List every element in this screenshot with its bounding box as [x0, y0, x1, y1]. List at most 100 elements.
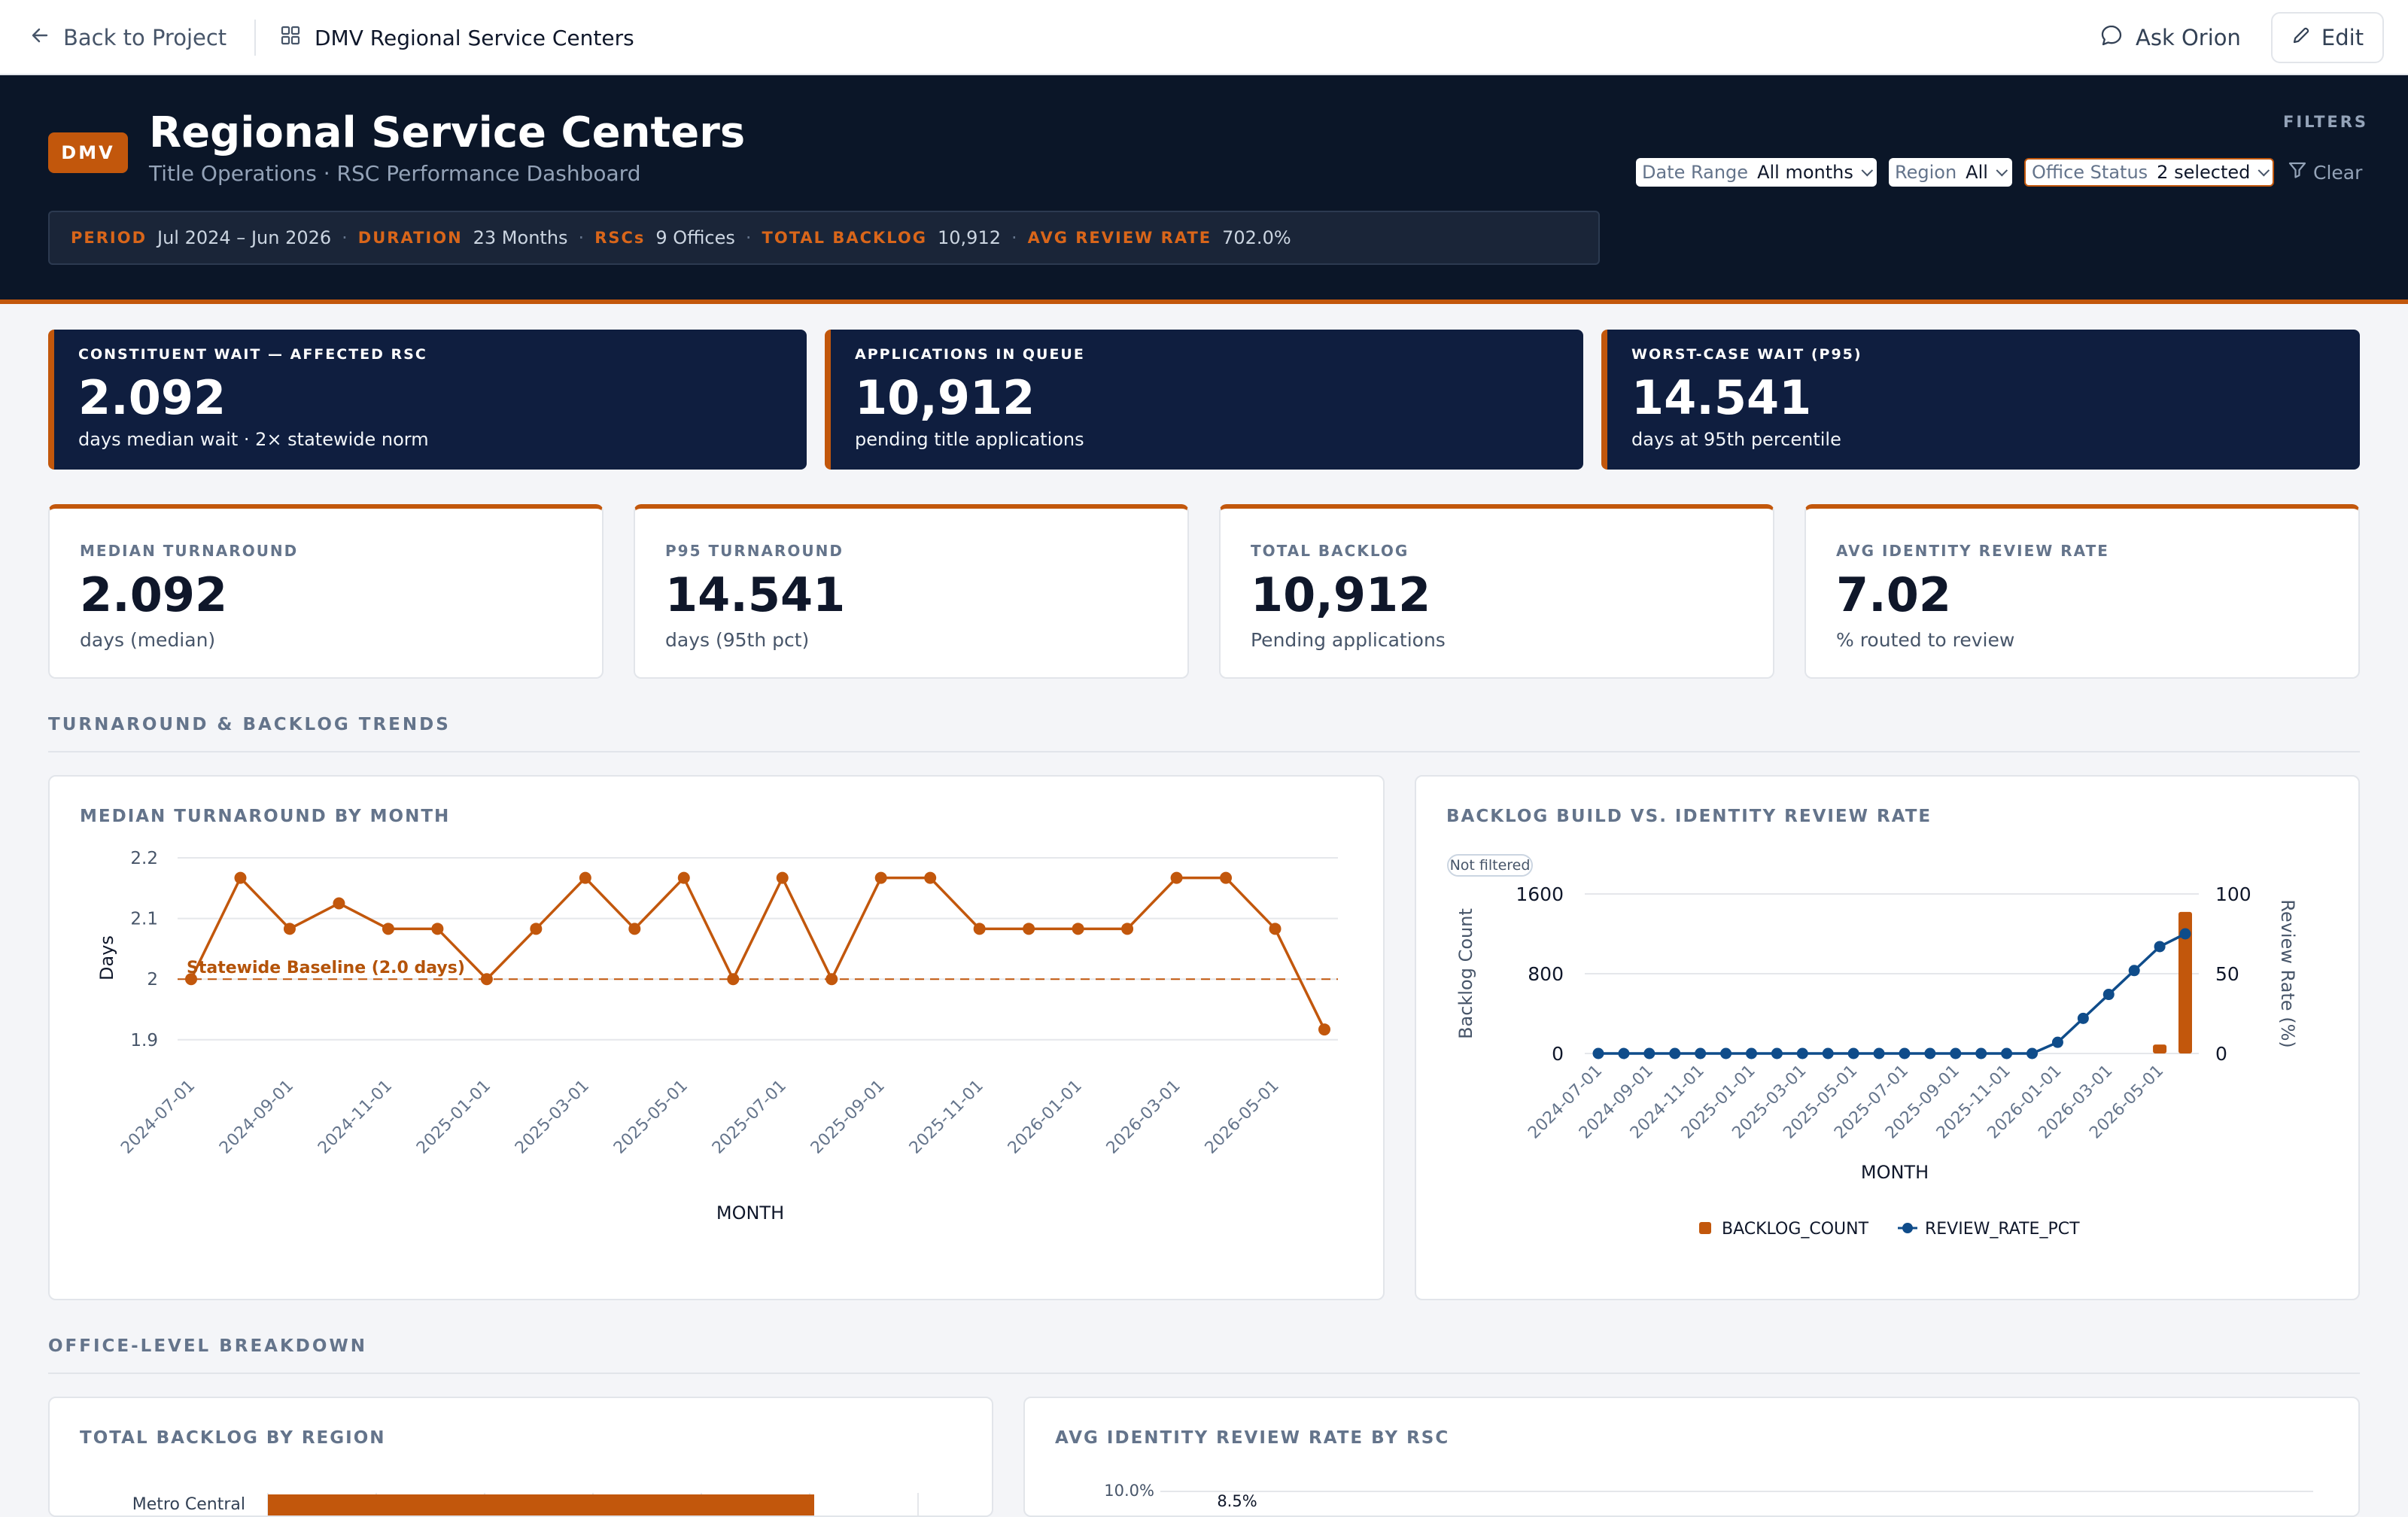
date-range-filter[interactable]: Date Range All months — [1636, 158, 1877, 187]
x-tick-label: 2025-09-01 — [807, 1077, 889, 1158]
review-rate-point — [1643, 1047, 1655, 1059]
summary-separator: · — [578, 227, 585, 248]
nav-divider — [254, 20, 256, 56]
kpi-value: 14.541 — [1631, 370, 1812, 425]
data-point — [727, 973, 740, 986]
data-point — [382, 923, 394, 935]
section-heading-trends: TURNAROUND & BACKLOG TRENDS — [48, 715, 451, 734]
summary-key-review-rate: AVG REVIEW RATE — [1027, 229, 1212, 247]
agency-badge: DMV — [48, 132, 128, 173]
y-tick-label: 2.1 — [130, 910, 158, 929]
data-point — [825, 973, 838, 986]
kpi-label: MEDIAN TURNAROUND — [80, 542, 299, 560]
x-tick-label: 2025-11-01 — [906, 1077, 987, 1158]
kpi-value: 2.092 — [80, 567, 228, 622]
kpi-card-total-backlog: TOTAL BACKLOG 10,912 Pending application… — [1219, 504, 1774, 679]
kpi-card-median-turnaround: MEDIAN TURNAROUND 2.092 days (median) — [48, 504, 604, 679]
x-tick-label: 2025-03-01 — [512, 1077, 593, 1158]
turnaround-chart-panel: MEDIAN TURNAROUND BY MONTH 1.9 2 2.1 2.2 Day… — [48, 775, 1385, 1300]
region-filter[interactable]: Region All — [1889, 158, 2012, 187]
breadcrumb-title: DMV Regional Service Centers — [315, 25, 634, 50]
review-rate-point — [2051, 1036, 2063, 1048]
kpi-label: P95 TURNAROUND — [665, 542, 844, 560]
x-tick-label: 2025-01-01 — [413, 1077, 494, 1158]
review-rate-point — [2154, 941, 2166, 953]
kpi-card-avg-review-rate: AVG IDENTITY REVIEW RATE 7.02 % routed t… — [1804, 504, 2360, 679]
kpi-label: TOTAL BACKLOG — [1251, 542, 1409, 560]
kpi-label: WORST-CASE WAIT (P95) — [1631, 346, 1862, 363]
review-rate-point — [1873, 1047, 1885, 1059]
rsc-review-rate-bar-chart: 10.0% 8.5% — [1104, 1482, 2313, 1510]
x-axis-label: MONTH — [716, 1202, 784, 1224]
data-point — [874, 871, 887, 884]
data-point — [1269, 923, 1282, 935]
section-divider — [48, 1373, 2360, 1374]
review-rate-point — [1950, 1047, 1962, 1059]
section-divider — [48, 751, 2360, 752]
review-rate-point — [1822, 1047, 1834, 1059]
edit-button[interactable]: Edit — [2271, 12, 2384, 63]
legend-swatch-backlog — [1699, 1222, 1711, 1234]
baseline-annotation: Statewide Baseline (2.0 days) — [187, 959, 465, 977]
clear-filters-button[interactable]: Clear — [2288, 158, 2362, 187]
region-label: Region — [1895, 162, 1957, 183]
turnaround-line-chart: 1.9 2 2.1 2.2 Days Statewide Baseline (2.0 da… — [96, 849, 1338, 1224]
y-tick-label: 0 — [1552, 1043, 1564, 1065]
breadcrumb: DMV Regional Service Centers — [280, 23, 634, 53]
y2-tick-label: 100 — [2215, 883, 2251, 905]
data-point — [1318, 1023, 1330, 1036]
backlog-bar — [2178, 911, 2192, 1053]
kpi-label: APPLICATIONS IN QUEUE — [855, 346, 1085, 363]
y-tick-label: 10.0% — [1104, 1482, 1154, 1500]
kpi-card-p95-turnaround: P95 TURNAROUND 14.541 days (95th pct) — [634, 504, 1189, 679]
ask-orion-button[interactable]: Ask Orion — [2099, 21, 2241, 54]
kpi-value: 10,912 — [855, 370, 1035, 425]
kpi-value: 2.092 — [78, 370, 227, 425]
y-tick-label: 1.9 — [130, 1031, 158, 1050]
summary-key-duration: DURATION — [357, 229, 463, 247]
summary-key-rscs: RSCs — [594, 229, 646, 247]
summary-value-duration: 23 Months — [473, 227, 568, 248]
summary-separator: · — [342, 227, 348, 248]
kpi-card-worst-case-wait: WORST-CASE WAIT (P95) 14.541 days at 95t… — [1601, 330, 2360, 470]
summary-separator: · — [745, 227, 752, 248]
x-tick-label: 2026-05-01 — [1202, 1077, 1283, 1158]
review-rate-point — [1975, 1047, 1987, 1059]
backlog-bar — [2153, 1044, 2167, 1053]
office-status-filter[interactable]: Office Status 2 selected — [2024, 158, 2274, 187]
back-to-project-link[interactable]: Back to Project — [30, 23, 227, 53]
x-tick-label: 2026-01-01 — [1005, 1077, 1086, 1158]
data-point — [1170, 871, 1183, 884]
x-tick-label: 2024-09-01 — [216, 1077, 297, 1158]
rsc-review-rate-panel: AVG IDENTITY REVIEW RATE BY RSC 10.0% 8.5… — [1023, 1397, 2360, 1517]
ask-orion-label: Ask Orion — [2136, 25, 2241, 50]
x-tick-label: 2024-07-01 — [117, 1077, 199, 1158]
dashboard-grid-icon — [280, 25, 301, 51]
region-backlog-panel: TOTAL BACKLOG BY REGION Metro Central — [48, 1397, 993, 1517]
kpi-value: 10,912 — [1251, 567, 1431, 622]
chevron-down-icon — [1861, 164, 1873, 176]
data-point — [283, 923, 296, 935]
data-point — [973, 923, 986, 935]
kpi-description: % routed to review — [1836, 629, 2015, 651]
not-filtered-badge — [1447, 854, 1533, 877]
y2-axis-label: Review Rate (%) — [2277, 899, 2298, 1047]
back-label: Back to Project — [63, 25, 227, 50]
chart-title: TOTAL BACKLOG BY REGION — [80, 1428, 386, 1448]
backlog-chart-panel: BACKLOG BUILD VS. IDENTITY REVIEW RATE N… — [1415, 775, 2360, 1300]
y-tick-label: 800 — [1528, 963, 1564, 985]
data-point — [628, 923, 641, 935]
x-tick-label: 2024-11-01 — [315, 1077, 396, 1158]
data-point — [579, 871, 591, 884]
top-nav: Back to Project DMV Regional Service Cen… — [0, 0, 2408, 75]
data-point — [333, 897, 345, 910]
summary-value-period: Jul 2024 – Jun 2026 — [157, 227, 332, 248]
x-tick-label: 2026-03-01 — [1103, 1077, 1184, 1158]
kpi-value: 7.02 — [1836, 567, 1951, 622]
chart-title: AVG IDENTITY REVIEW RATE BY RSC — [1055, 1428, 1450, 1448]
data-point — [431, 923, 444, 935]
section-heading-office: OFFICE-LEVEL BREAKDOWN — [48, 1336, 368, 1356]
chevron-down-icon — [1996, 164, 2008, 176]
kpi-description: pending title applications — [855, 429, 1084, 450]
turnaround-line — [190, 874, 1326, 1030]
